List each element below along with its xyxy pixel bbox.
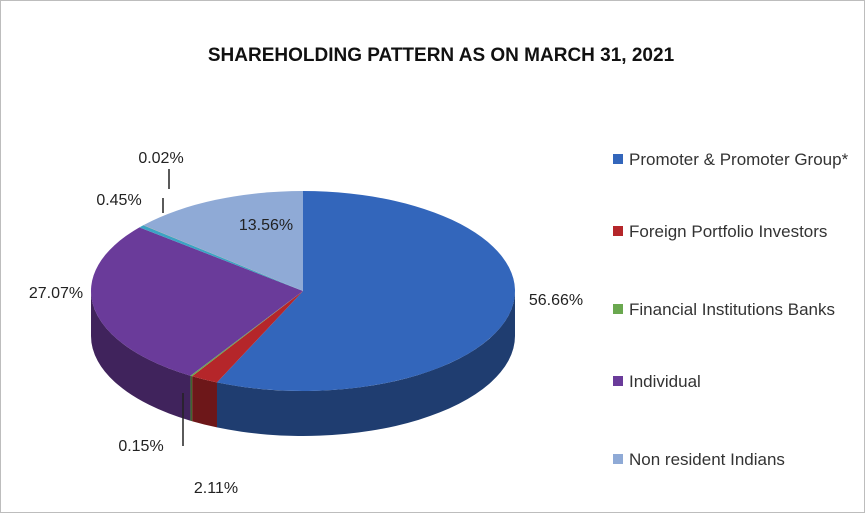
- legend-item: Financial Institutions Banks: [613, 297, 853, 323]
- legend-swatch: [613, 154, 623, 164]
- pie-side: [216, 291, 515, 436]
- pie-slice: [139, 225, 303, 291]
- data-label: 0.15%: [118, 438, 163, 455]
- leader-lines: [162, 169, 184, 446]
- legend-label: Individual: [629, 372, 701, 391]
- legend-swatch: [613, 376, 623, 386]
- pie-slice: [143, 225, 303, 291]
- data-label: 0.02%: [138, 150, 183, 167]
- data-label: 13.56%: [239, 217, 293, 234]
- pie-slice: [190, 291, 303, 377]
- pie-slice: [216, 191, 516, 391]
- legend-swatch: [613, 304, 623, 314]
- data-label: 56.66%: [529, 292, 583, 309]
- pie-slice: [192, 291, 303, 383]
- pie-slice: [90, 227, 303, 376]
- legend-label: Foreign Portfolio Investors: [629, 222, 828, 241]
- pie-side: [192, 376, 217, 428]
- legend-swatch: [613, 226, 623, 236]
- data-label: 27.07%: [29, 285, 83, 302]
- pie-side: [190, 375, 193, 422]
- legend-item: Promoter & Promoter Group*: [613, 147, 853, 173]
- legend-swatch: [613, 454, 623, 464]
- chart-title: SHAREHOLDING PATTERN AS ON MARCH 31, 202…: [208, 45, 675, 66]
- legend-label: Financial Institutions Banks: [629, 300, 835, 319]
- pie-slice: [143, 191, 303, 291]
- pie: [90, 191, 516, 436]
- legend-item: Foreign Portfolio Investors: [613, 219, 853, 245]
- legend-label: Non resident Indians: [629, 450, 785, 469]
- data-label: 0.45%: [96, 192, 141, 209]
- legend-label: Promoter & Promoter Group*: [629, 150, 849, 169]
- legend-item: Non resident Indians: [613, 447, 853, 473]
- pie-side: [91, 291, 191, 421]
- legend-item: Individual: [613, 369, 853, 395]
- data-label: 2.11%: [194, 480, 238, 497]
